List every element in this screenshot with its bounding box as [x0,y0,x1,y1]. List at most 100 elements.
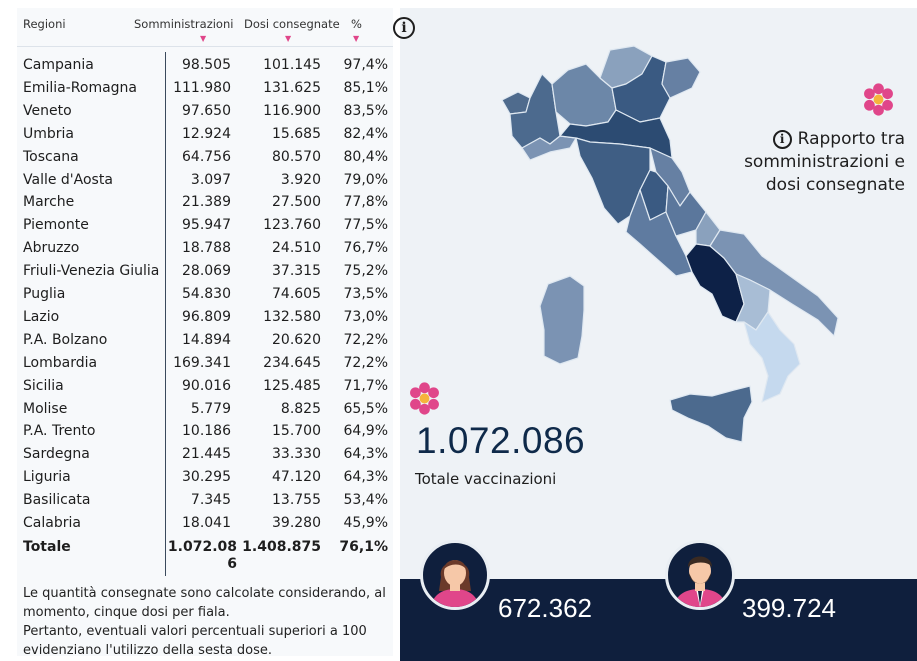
region-name: Emilia-Romagna [23,79,138,96]
table-row[interactable]: Sardegna 21.445 33.330 64,3% [17,443,393,466]
delivered-value: 37.315 [272,263,321,280]
table-row[interactable]: Lazio 96.809 132.580 73,0% [17,306,393,329]
table-row[interactable]: Molise 5.779 8.825 65,5% [17,398,393,421]
table-row[interactable]: Emilia-Romagna 111.980 131.625 85,1% [17,77,393,100]
region-sicilia[interactable] [669,385,753,443]
region-name: Friuli-Venezia Giulia [23,263,160,280]
administered-value: 7.345 [190,492,231,509]
ratio-line-1: Rapporto tra [797,129,905,149]
region-name: Umbria [23,125,74,142]
region-name: Basilicata [23,492,91,509]
table-row[interactable]: P.A. Trento 10.186 15.700 64,9% [17,420,393,443]
region-name: Liguria [23,469,71,486]
delivered-value: 131.625 [263,79,321,96]
delivered-value: 234.645 [263,354,321,371]
region-name: Marche [23,194,75,211]
administered-value: 96.809 [182,308,231,325]
footnote-line: Pertanto, eventuali valori percentuali s… [23,624,367,639]
percent-value: 80,4% [343,148,388,165]
administered-value: 64.756 [182,148,231,165]
region-name: Piemonte [23,217,89,234]
region-friuli[interactable] [661,57,701,99]
column-divider [165,52,166,576]
region-calabria[interactable] [743,311,801,403]
total-vaccinations-label: Totale vaccinazioni [415,470,557,488]
table-row[interactable]: P.A. Bolzano 14.894 20.620 72,2% [17,329,393,352]
table-row[interactable]: Basilicata 7.345 13.755 53,4% [17,489,393,512]
delivered-value: 47.120 [272,469,321,486]
table-row[interactable]: Lombardia 169.341 234.645 72,2% [17,352,393,375]
table-row[interactable]: Abruzzo 18.788 24.510 76,7% [17,237,393,260]
info-icon[interactable]: i [393,17,415,39]
delivered-value: 15.685 [272,125,321,142]
total-administered: 1.072.08 6 [167,539,237,572]
table-header: Regioni Somministrazioni ▼ Dosi consegna… [17,8,393,47]
flower-icon [410,382,439,415]
table-row[interactable]: Puglia 54.830 74.605 73,5% [17,283,393,306]
region-name: Sardegna [23,446,90,463]
table-row[interactable]: Toscana 64.756 80.570 80,4% [17,146,393,169]
percent-value: 64,9% [343,423,388,440]
delivered-value: 15.700 [272,423,321,440]
administered-value: 3.097 [190,171,231,188]
flower-icon [864,83,893,116]
delivered-value: 3.920 [280,171,321,188]
administered-value: 90.016 [182,377,231,394]
table-row[interactable]: Piemonte 95.947 123.760 77,5% [17,214,393,237]
administered-value: 21.389 [182,194,231,211]
region-name: Toscana [23,148,79,165]
men-count: 399.724 [742,593,836,623]
region-name: Lombardia [23,354,98,371]
percent-value: 53,4% [343,492,388,509]
footnote-line: evidenziano l'utilizzo della sesta dose. [23,643,273,658]
header-regions[interactable]: Regioni [23,17,66,31]
delivered-value: 80.570 [272,148,321,165]
table-row[interactable]: Veneto 97.650 116.900 83,5% [17,100,393,123]
table-row[interactable]: Umbria 12.924 15.685 82,4% [17,123,393,146]
sort-administered-icon[interactable]: ▼ [200,34,207,43]
header-percent[interactable]: % [351,17,362,31]
administered-value: 18.041 [182,515,231,531]
percent-value: 72,2% [343,331,388,348]
administered-value: 54.830 [182,286,231,302]
header-administered[interactable]: Somministrazioni [134,17,234,31]
sort-delivered-icon[interactable]: ▼ [285,34,292,43]
delivered-value: 101.145 [263,57,321,73]
delivered-value: 33.330 [272,446,321,463]
women-count: 672.362 [498,593,592,623]
delivered-value: 39.280 [272,515,321,531]
administered-value: 5.779 [190,400,231,417]
table-row[interactable]: Friuli-Venezia Giulia 28.069 37.315 75,2% [17,260,393,283]
percent-value: 77,5% [343,217,388,234]
region-sardegna[interactable] [539,275,585,365]
percent-value: 64,3% [343,469,388,486]
man-avatar-icon [665,540,735,610]
footnote-line: momento, cinque dosi per fiala. [23,605,230,620]
region-name: Puglia [23,286,66,302]
gender-band [400,579,917,661]
delivered-value: 24.510 [272,240,321,257]
region-piemonte[interactable] [509,73,561,149]
table-row[interactable]: Valle d'Aosta 3.097 3.920 79,0% [17,169,393,192]
sort-percent-icon[interactable]: ▼ [353,34,360,43]
total-delivered: 1.408.875 [242,539,321,555]
header-delivered[interactable]: Dosi consegnate [244,17,340,31]
percent-value: 76,7% [343,240,388,257]
percent-value: 83,5% [343,102,388,119]
percent-value: 71,7% [343,377,388,394]
percent-value: 45,9% [343,515,388,531]
total-vaccinations-value: 1.072.086 [416,420,586,461]
table-row[interactable]: Campania 98.505 101.145 97,4% [17,54,393,77]
region-name: Campania [23,57,94,73]
administered-value: 21.445 [182,446,231,463]
administered-value: 18.788 [182,240,231,257]
percent-value: 73,0% [343,308,388,325]
table-row[interactable]: Calabria 18.041 39.280 45,9% [17,512,393,535]
table-row[interactable]: Sicilia 90.016 125.485 71,7% [17,375,393,398]
percent-value: 64,3% [343,446,388,463]
administered-value: 30.295 [182,469,231,486]
info-circle-icon[interactable]: i [772,130,792,149]
table-row[interactable]: Marche 21.389 27.500 77,8% [17,191,393,214]
table-row[interactable]: Liguria 30.295 47.120 64,3% [17,466,393,489]
delivered-value: 13.755 [272,492,321,509]
